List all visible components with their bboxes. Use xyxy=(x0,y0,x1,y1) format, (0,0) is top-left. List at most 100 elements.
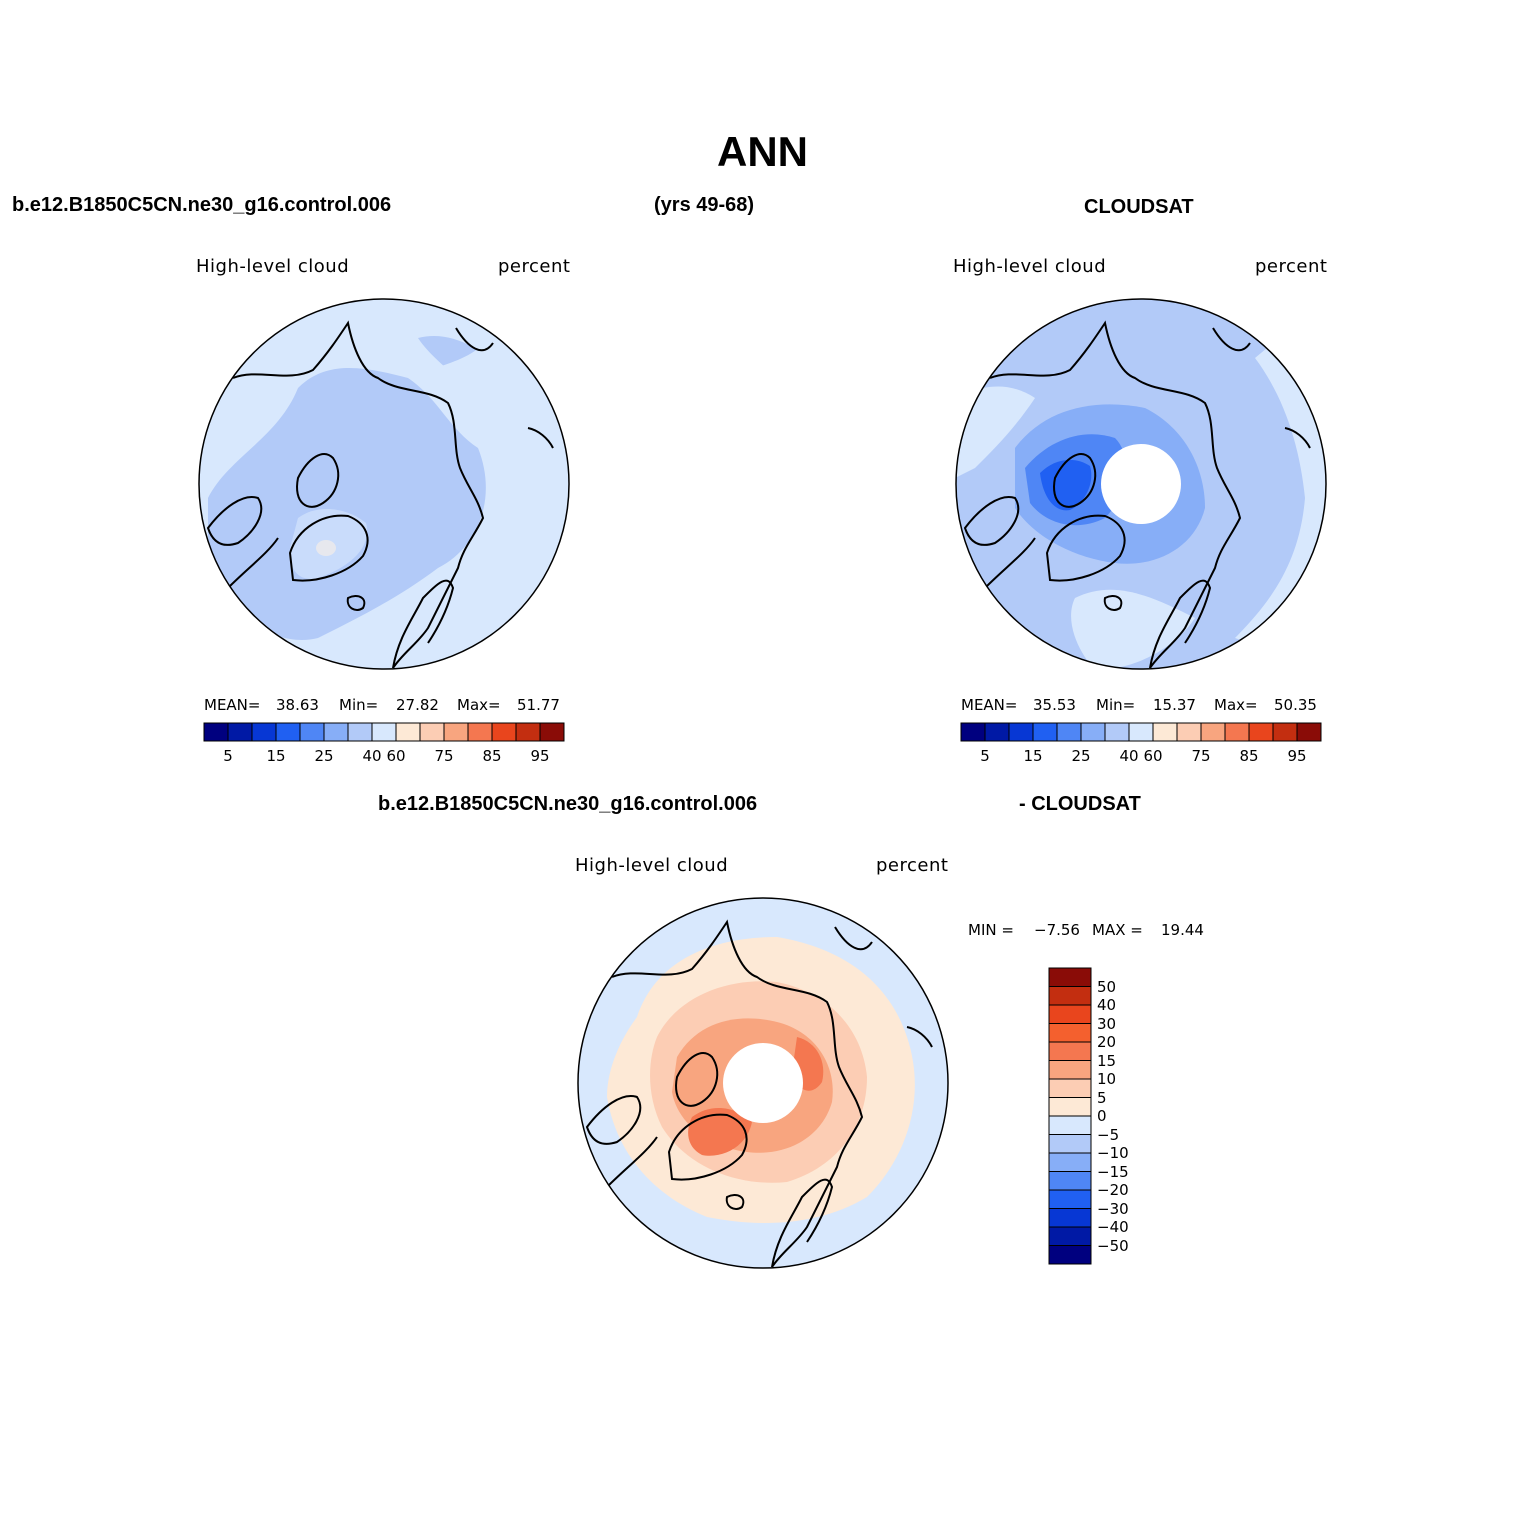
model-colorbar-tick: 60 xyxy=(386,747,406,765)
model-colorbar-tick: 5 xyxy=(223,747,233,765)
obs-map xyxy=(955,298,1327,670)
model-colorbar-cell xyxy=(323,722,349,742)
page-title: ANN xyxy=(717,128,808,175)
model-min-label: Min= xyxy=(339,696,379,714)
obs-mean-value: 35.53 xyxy=(1033,696,1076,714)
obs-mean-label: MEAN= xyxy=(961,696,1018,714)
model-coastlines xyxy=(206,320,554,669)
model-field-35-40 xyxy=(208,368,486,640)
model-colorbar-cell xyxy=(347,722,373,742)
model-map-border xyxy=(198,298,570,670)
obs-units-label: percent xyxy=(1255,256,1328,277)
obs-colorbar-cell xyxy=(1128,722,1154,742)
model-colorbar-cell xyxy=(491,722,517,742)
diff-colorbar-tick: 15 xyxy=(1097,1051,1117,1070)
obs-colorbar-tick: 5 xyxy=(980,747,990,765)
model-colorbar-cell xyxy=(299,722,325,742)
diff-colorbar-cell xyxy=(1048,986,1092,1006)
diff-colorbar-cell xyxy=(1048,1134,1092,1154)
model-colorbar-tick: 75 xyxy=(434,747,454,765)
obs-min-label: Min= xyxy=(1096,696,1136,714)
diff-colorbar-tick: −10 xyxy=(1097,1144,1129,1162)
model-colorbar-cell xyxy=(467,722,493,742)
diff-colorbar-tick: 0 xyxy=(1097,1107,1107,1125)
obs-colorbar-cell xyxy=(1104,722,1130,742)
model-colorbar-tick: 85 xyxy=(482,747,502,765)
diff-colorbar-cell xyxy=(1048,1115,1092,1135)
diff-colorbar-cell xyxy=(1048,1152,1092,1172)
obs-field-10-15 xyxy=(1040,459,1092,511)
diff-map xyxy=(577,897,949,1269)
obs-colorbar-cell xyxy=(1200,722,1226,742)
obs-field-high-west xyxy=(956,386,1035,478)
diff-colorbar-tick: 10 xyxy=(1097,1070,1117,1088)
obs-missing-pole xyxy=(1101,444,1181,524)
obs-colorbar-cell xyxy=(1176,722,1202,742)
model-colorbar-cell xyxy=(419,722,445,742)
obs-variable-label: High-level cloud xyxy=(953,256,1107,277)
model-colorbar-cell xyxy=(227,722,253,742)
diff-colorbar-cell xyxy=(1048,1004,1092,1024)
obs-colorbar-cell xyxy=(1272,722,1298,742)
diff-max-value: 19.44 xyxy=(1161,921,1204,939)
model-min-value: 27.82 xyxy=(396,696,439,714)
diff-max-label: MAX = xyxy=(1092,921,1143,939)
diff-colorbar-cell xyxy=(1048,1171,1092,1191)
diff-colorbar-cell xyxy=(1048,1245,1092,1265)
model-colorbar-cell xyxy=(515,722,541,742)
diff-variable-label: High-level cloud xyxy=(575,855,729,876)
obs-colorbar-tick: 95 xyxy=(1287,747,1307,765)
obs-colorbar-cell xyxy=(1152,722,1178,742)
diff-units-label: percent xyxy=(876,855,949,876)
diff-colorbar-tick: −50 xyxy=(1097,1236,1129,1255)
model-mean-value: 38.63 xyxy=(276,696,319,714)
obs-colorbar-tick: 75 xyxy=(1191,747,1211,765)
diff-colorbar-tick: −30 xyxy=(1097,1199,1129,1218)
model-colorbar-cell xyxy=(251,722,277,742)
obs-colorbar-cell xyxy=(1056,722,1082,742)
obs-colorbar xyxy=(960,722,1322,742)
diff-colorbar xyxy=(1048,967,1092,1265)
obs-colorbar-tick: 40 xyxy=(1119,747,1139,765)
model-max-label: Max= xyxy=(457,696,501,714)
obs-coastlines xyxy=(963,320,1311,669)
model-colorbar-cell xyxy=(539,722,565,742)
diff-colorbar-tick: −5 xyxy=(1097,1125,1120,1144)
diff-min-label: MIN = xyxy=(968,921,1014,939)
diff-colorbar-tick: 30 xyxy=(1097,1014,1117,1033)
diff-obs-name: - CLOUDSAT xyxy=(1019,793,1141,815)
diff-colorbar-cell xyxy=(1048,1023,1092,1043)
obs-field-high-south xyxy=(1071,589,1195,669)
diff-min-value: −7.56 xyxy=(1034,921,1080,939)
obs-colorbar-cell xyxy=(984,722,1010,742)
model-colorbar-cell xyxy=(395,722,421,742)
model-colorbar-tick: 95 xyxy=(530,747,550,765)
diff-colorbar-cell xyxy=(1048,1041,1092,1061)
diff-case-name: b.e12.B1850C5CN.ne30_g16.control.006 xyxy=(378,793,758,815)
years-label: (yrs 49-68) xyxy=(654,194,755,216)
model-field-low xyxy=(368,299,569,669)
diff-colorbar-tick: −20 xyxy=(1097,1181,1129,1199)
obs-colorbar-tick: 25 xyxy=(1071,747,1091,765)
model-colorbar-cell xyxy=(443,722,469,742)
model-units-label: percent xyxy=(498,256,571,277)
obs-colorbar-cell xyxy=(1248,722,1274,742)
diff-missing-pole xyxy=(723,1043,803,1123)
diff-colorbar-tick: 5 xyxy=(1097,1088,1107,1107)
obs-colorbar-cell xyxy=(1032,722,1058,742)
model-max-value: 51.77 xyxy=(517,696,560,714)
diff-colorbar-tick: 40 xyxy=(1097,996,1117,1014)
diff-colorbar-tick: −40 xyxy=(1097,1218,1129,1236)
diff-colorbar-tick: 20 xyxy=(1097,1033,1117,1051)
diff-coastlines xyxy=(585,919,933,1268)
diff-colorbar-cell xyxy=(1048,1208,1092,1228)
case-name: b.e12.B1850C5CN.ne30_g16.control.006 xyxy=(12,194,392,216)
model-mean-label: MEAN= xyxy=(204,696,261,714)
diff-colorbar-tick: 50 xyxy=(1097,977,1117,996)
model-colorbar-tick: 25 xyxy=(314,747,334,765)
model-colorbar-cell xyxy=(275,722,301,742)
obs-map-border xyxy=(955,298,1327,670)
obs-colorbar-cell xyxy=(1008,722,1034,742)
model-colorbar-cell xyxy=(203,722,229,742)
diff-colorbar-cell xyxy=(1048,1189,1092,1209)
